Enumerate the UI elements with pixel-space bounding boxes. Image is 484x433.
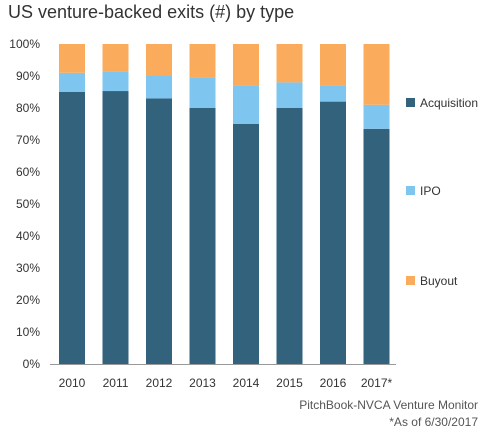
bar-segment-buyout xyxy=(59,44,85,73)
footnote-text: *As of 6/30/2017 xyxy=(389,415,478,429)
bar-segment-buyout xyxy=(102,44,129,72)
bar-segment-acquisition xyxy=(102,91,129,364)
legend-swatch xyxy=(406,276,415,285)
bar-segment-ipo xyxy=(363,104,390,129)
bar-segment-ipo xyxy=(189,77,216,108)
legend-label: Acquisition xyxy=(420,96,478,110)
y-tick-label: 70% xyxy=(16,133,40,147)
y-tick-label: 90% xyxy=(16,69,40,83)
x-tick-label: 2015 xyxy=(276,376,303,390)
bar-segment-ipo xyxy=(102,71,129,92)
bar-segment-acquisition xyxy=(233,124,259,364)
source-text: PitchBook-NVCA Venture Monitor xyxy=(299,398,478,412)
bar-segment-buyout xyxy=(363,44,390,105)
x-tick-label: 2014 xyxy=(233,376,260,390)
y-tick-label: 10% xyxy=(16,325,40,339)
y-tick-label: 100% xyxy=(9,37,40,51)
y-tick-label: 60% xyxy=(16,165,40,179)
y-tick-label: 50% xyxy=(16,197,40,211)
bar-segment-buyout xyxy=(320,44,346,86)
y-tick-label: 30% xyxy=(16,261,40,275)
y-tick-label: 0% xyxy=(23,357,41,371)
y-tick-label: 20% xyxy=(16,293,40,307)
bar-segment-acquisition xyxy=(146,98,172,365)
bar-segment-buyout xyxy=(233,44,259,86)
bar-segment-acquisition xyxy=(320,101,346,364)
y-tick-label: 40% xyxy=(16,229,40,243)
bar-segment-buyout xyxy=(189,44,216,78)
chart-title: US venture-backed exits (#) by type xyxy=(8,2,295,22)
bar-segment-acquisition xyxy=(59,92,85,364)
x-tick-label: 2011 xyxy=(103,376,129,390)
y-tick-label: 80% xyxy=(16,101,40,115)
bar-segment-ipo xyxy=(276,82,303,108)
bar-segment-acquisition xyxy=(276,108,303,364)
x-tick-label: 2010 xyxy=(59,376,86,390)
bar-segment-acquisition xyxy=(363,128,390,364)
x-tick-label: 2017* xyxy=(361,376,393,390)
bar-segment-ipo xyxy=(59,72,85,92)
bar-segment-ipo xyxy=(146,76,172,99)
x-tick-label: 2016 xyxy=(320,376,347,390)
bar-segment-buyout xyxy=(146,44,172,76)
legend-label: IPO xyxy=(420,184,441,198)
legend-label: Buyout xyxy=(420,274,458,288)
x-tick-label: 2013 xyxy=(189,376,216,390)
bar-segment-acquisition xyxy=(189,108,216,364)
bar-segment-ipo xyxy=(233,85,259,124)
legend-swatch xyxy=(406,186,415,195)
bar-segment-ipo xyxy=(320,85,346,102)
x-tick-label: 2012 xyxy=(146,376,173,390)
legend-swatch xyxy=(406,98,415,107)
bar-segment-buyout xyxy=(276,44,303,83)
